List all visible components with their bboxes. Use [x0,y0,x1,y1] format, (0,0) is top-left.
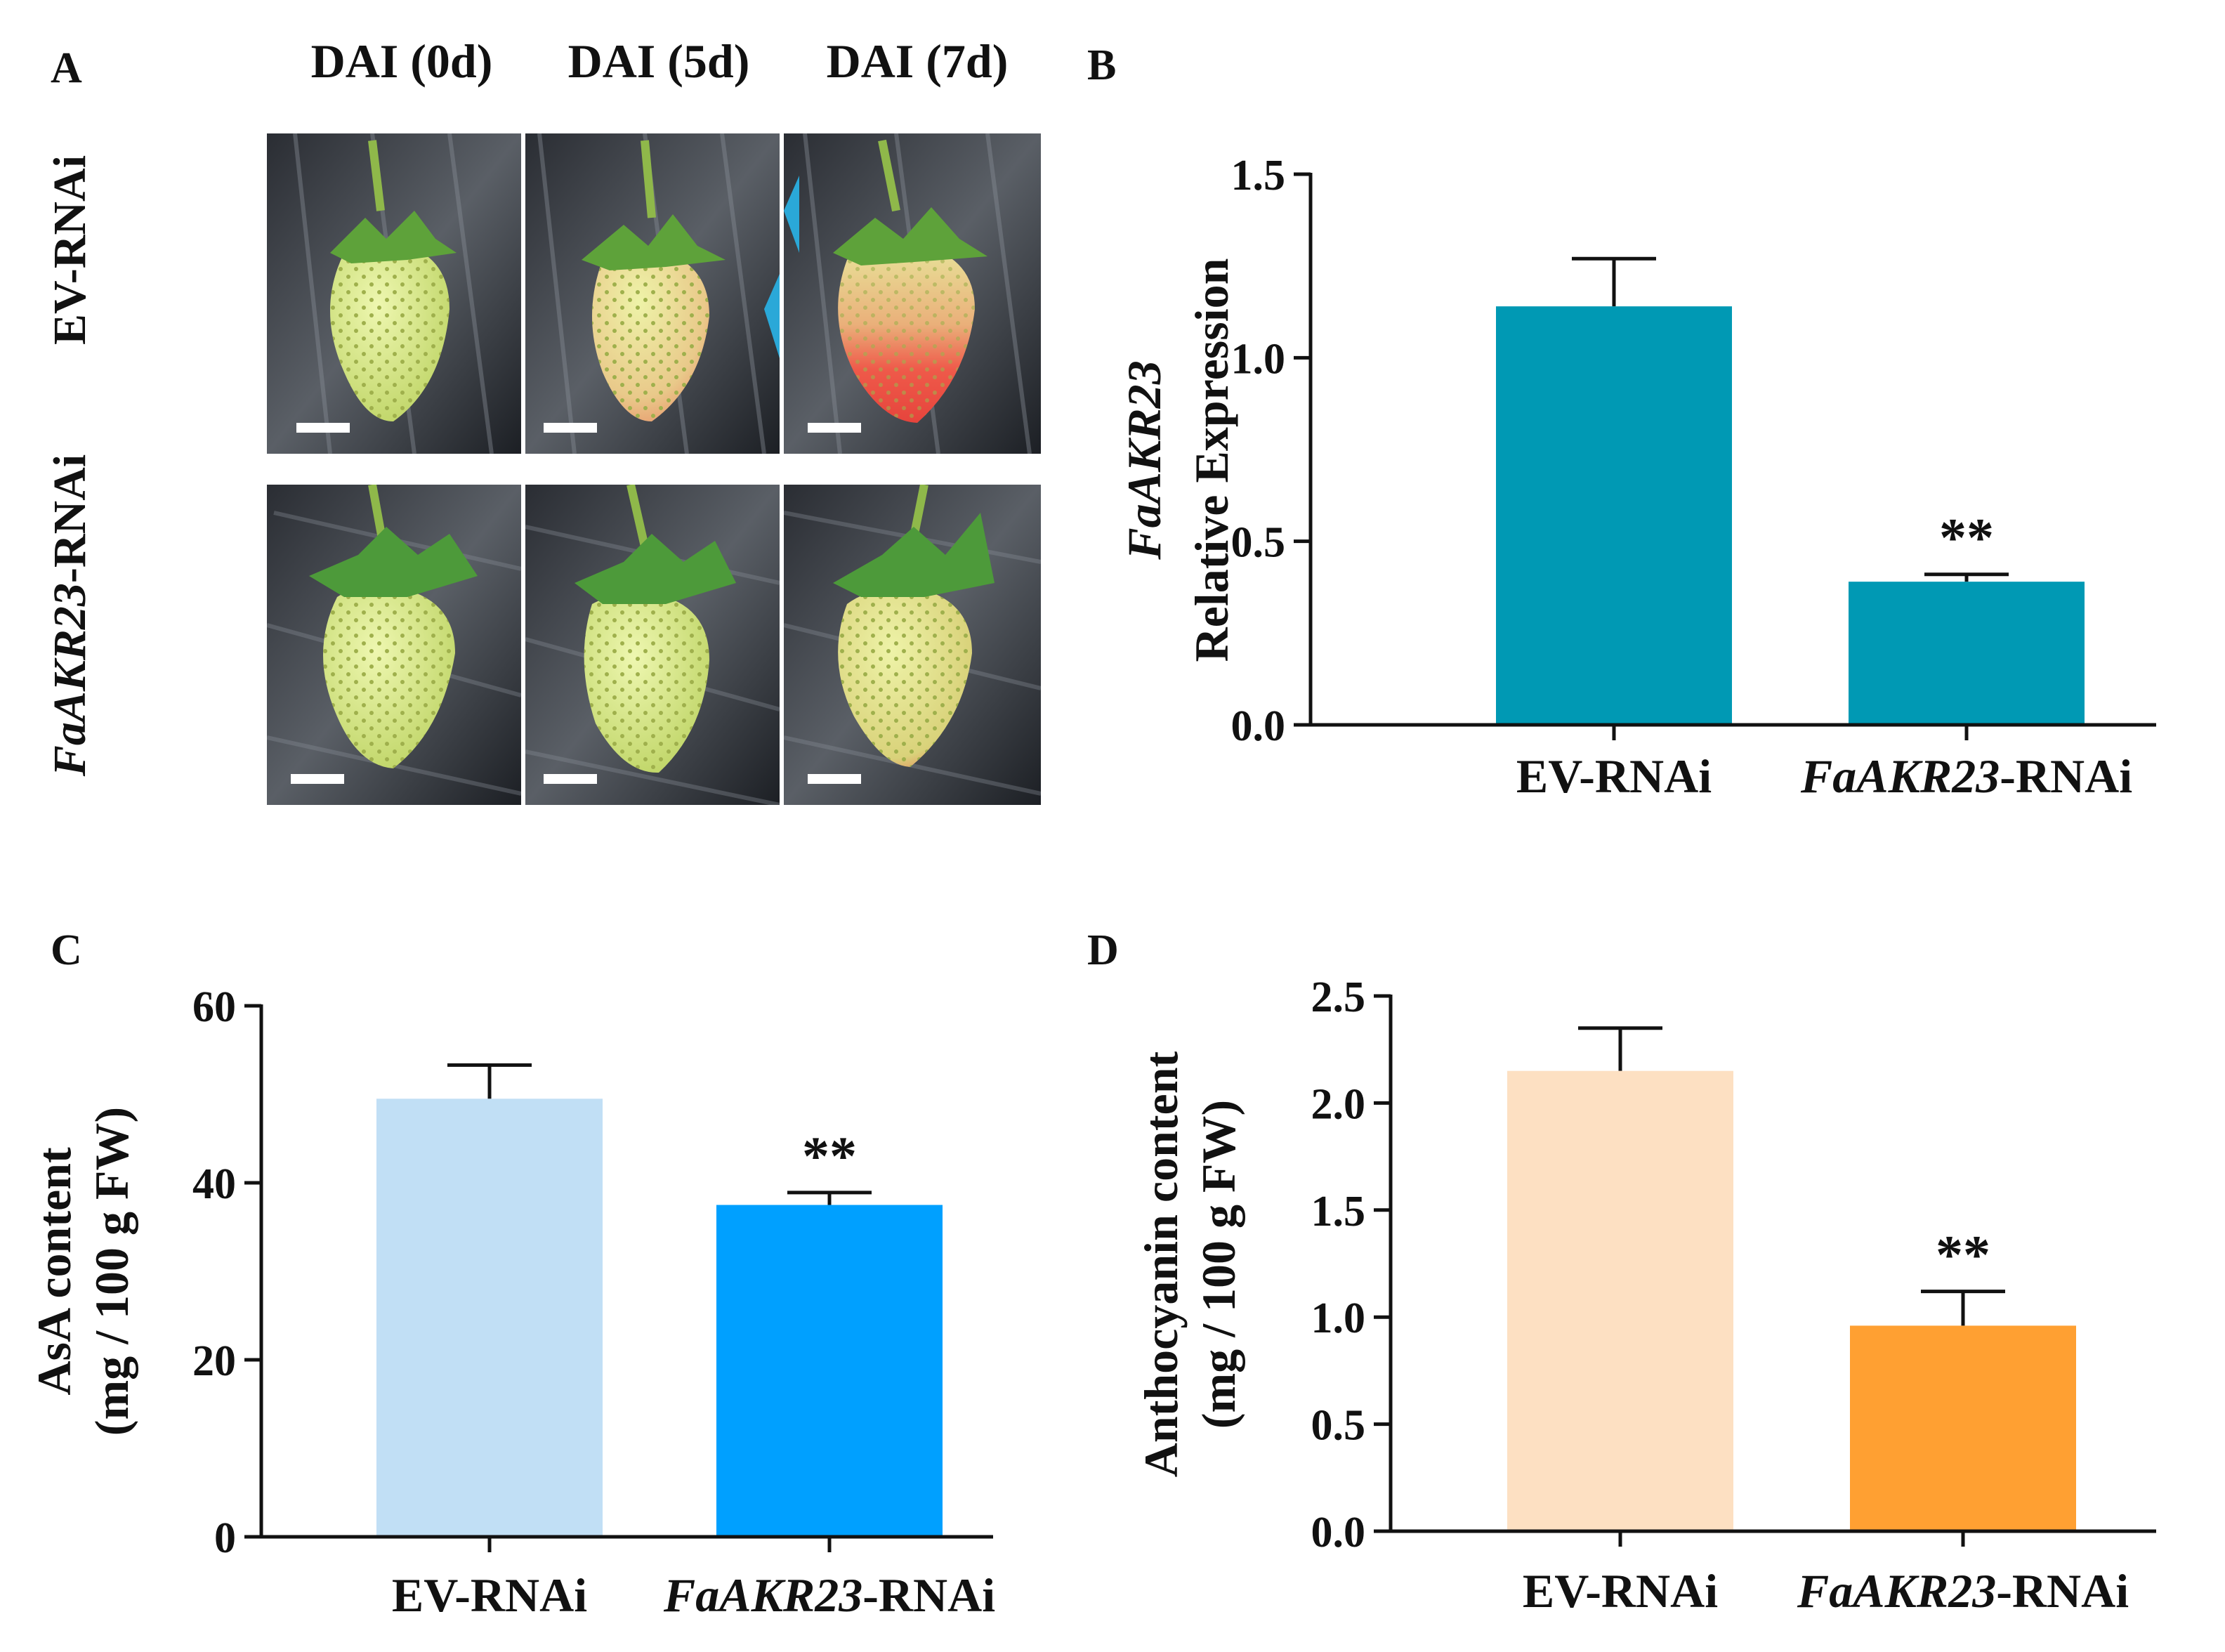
y-tick-label-b-1: 0.5 [1231,519,1286,567]
chart-d: EV-RNAi ** FaAKR23-RNAi 0.0 0.5 1.0 1.5 2.0 2.5 A… [1134,973,2156,1618]
y-axis-label-b-line2: Relative Expression [1185,258,1238,662]
bar-b-0 [1496,306,1732,725]
photo-ev-0d [267,133,521,454]
category-label-italic: FaAKR23 [1797,1564,1996,1618]
category-label-italic: FaAKR23 [663,1568,862,1622]
y-tick-label-c-0: 0 [214,1514,236,1562]
scale-bar [544,774,597,784]
category-label-plain: EV-RNAi [1516,749,1712,803]
y-axis-label-c-line2: (mg / 100 g FW) [85,1107,138,1436]
category-label-plain: -RNAi [862,1568,995,1622]
photo-faakr23-0d [267,485,521,805]
y-tick-label-c-3: 60 [192,983,236,1031]
category-label-plain: -RNAi [2000,749,2132,803]
y-tick-label-b-2: 1.0 [1231,335,1286,383]
scale-bar [808,774,861,784]
chart-c: EV-RNAi ** FaAKR23-RNAi 0 20 40 60 AsA content(… [27,983,995,1622]
y-tick-label-d-1: 0.5 [1311,1402,1366,1450]
category-label-plain: -RNAi [1996,1564,2129,1618]
y-tick-label-d-2: 1.0 [1311,1294,1366,1342]
category-label-b-1: FaAKR23-RNAi [1800,749,2132,803]
category-label-c-1: FaAKR23-RNAi [663,1568,995,1622]
category-label-plain: EV-RNAi [392,1568,587,1622]
y-tick-label-d-4: 2.0 [1311,1080,1366,1128]
photo-ev-7d [784,133,1041,454]
bar-c-1 [716,1205,943,1537]
photo-faakr23-5d [525,485,780,805]
category-label-italic: FaAKR23 [1800,749,2000,803]
photo-faakr23-7d [784,485,1041,805]
chart-b: EV-RNAi**FaAKR23-RNAi0.00.51.01.5FaAKR23… [1117,152,2156,803]
y-axis-label-d-line2: (mg / 100 g FW) [1192,1100,1245,1429]
y-axis-label-c-line1: AsA content [27,1147,81,1396]
bar-c-0 [376,1099,603,1537]
category-label-d-1: FaAKR23-RNAi [1797,1564,2129,1618]
y-axis-label-b-line1: FaAKR23 [1117,360,1171,560]
y-tick-label-d-0: 0.0 [1311,1509,1366,1556]
scale-bar [296,423,350,433]
scale-bar [544,423,597,433]
bar-d-1 [1850,1325,2076,1531]
panel-letter-c: C [51,926,82,974]
significance-c-1: ** [802,1125,857,1186]
panel-letter-a: A [51,44,82,92]
category-label-c-0: EV-RNAi [392,1568,587,1622]
column-label-7d: DAI (7d) [826,34,1009,88]
scale-bar [808,423,861,433]
y-tick-label-b-0: 0.0 [1231,702,1286,750]
bar-d-0 [1507,1070,1733,1531]
y-tick-label-b-3: 1.5 [1231,152,1286,199]
photo-ev-5d [525,133,780,454]
y-axis-label-d-line1: Anthocyanin content [1134,1051,1188,1477]
y-tick-label-c-2: 40 [192,1160,236,1208]
panel-letter-d: D [1087,926,1119,974]
y-tick-label-d-5: 2.5 [1311,973,1366,1021]
category-label-b-0: EV-RNAi [1516,749,1712,803]
bar-b-1 [1849,582,2085,725]
y-tick-label-c-1: 20 [192,1337,236,1385]
column-label-0d: DAI (0d) [310,34,493,88]
significance-d-1: ** [1936,1224,1990,1285]
category-label-d-0: EV-RNAi [1523,1564,1718,1618]
panel-letter-b: B [1087,41,1117,89]
y-tick-label-d-3: 1.5 [1311,1188,1366,1235]
category-label-plain: EV-RNAi [1523,1564,1718,1618]
y-axis-label-italic: FaAKR23 [1117,360,1171,560]
scale-bar [291,774,344,784]
column-label-5d: DAI (5d) [567,34,750,88]
significance-b-1: ** [1939,507,1994,568]
